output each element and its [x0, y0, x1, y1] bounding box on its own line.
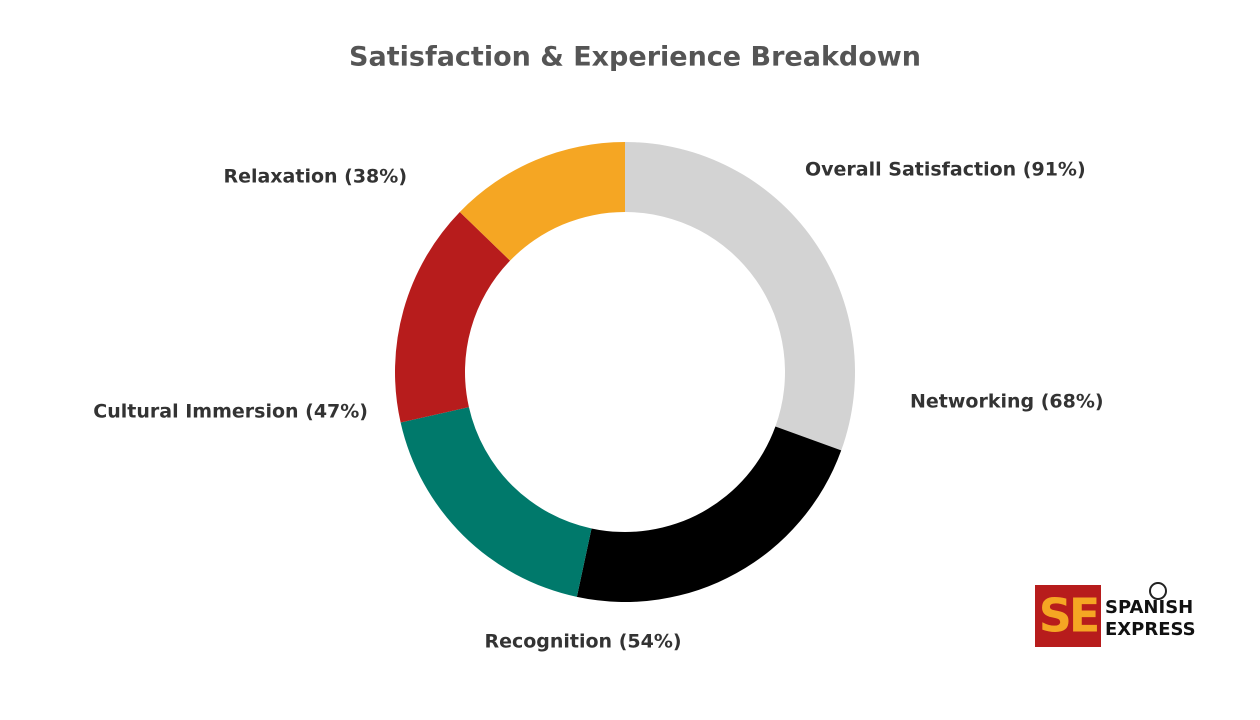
- logo-box: [1035, 585, 1101, 647]
- logo-text: EXPRESS: [1105, 619, 1196, 640]
- logo-text: SPANISH: [1105, 597, 1193, 618]
- slice-label: Cultural Immersion (47%): [93, 401, 368, 423]
- logo-mark: SE: [1039, 589, 1098, 643]
- donut-slice: [395, 211, 511, 423]
- donut-slice: [625, 142, 855, 451]
- logo-globe: [1149, 582, 1167, 600]
- slice-label: Networking (68%): [910, 391, 1104, 413]
- donut-slice: [400, 407, 592, 597]
- donut-slice: [459, 142, 625, 261]
- slice-label: Relaxation (38%): [223, 166, 407, 188]
- slice-label: Recognition (54%): [484, 631, 681, 653]
- donut-slice: [576, 426, 842, 602]
- slice-label: Overall Satisfaction (91%): [805, 159, 1086, 181]
- chart-title: Satisfaction & Experience Breakdown: [349, 42, 921, 73]
- logo: SE SPANISH EXPRESS: [1035, 582, 1196, 647]
